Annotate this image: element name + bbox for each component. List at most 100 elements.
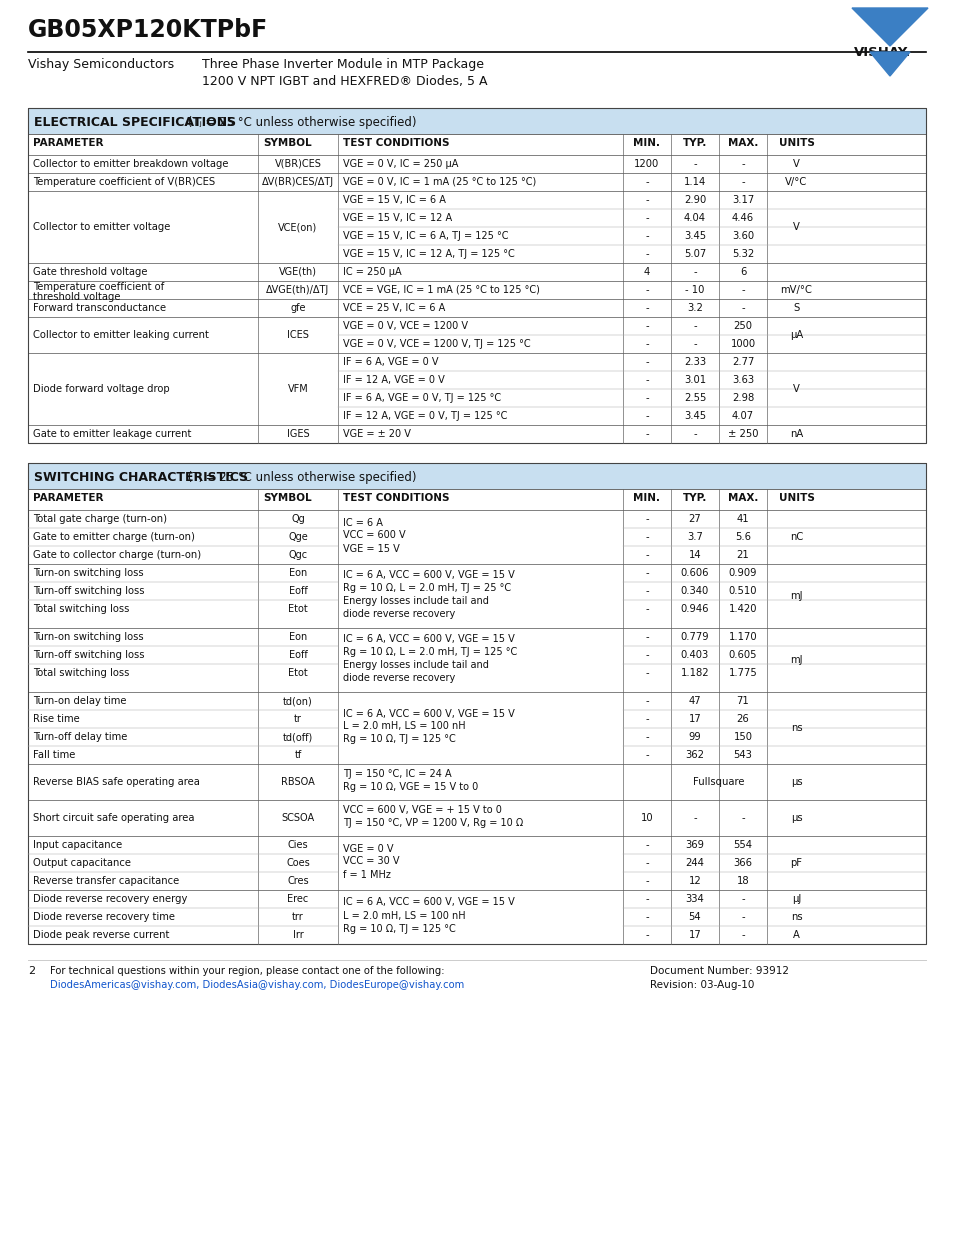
Text: ns: ns xyxy=(790,911,801,923)
Text: SYMBOL: SYMBOL xyxy=(263,493,312,503)
Text: ELECTRICAL SPECIFICATIONS: ELECTRICAL SPECIFICATIONS xyxy=(34,116,236,128)
Text: SWITCHING CHARACTERISTICS: SWITCHING CHARACTERISTICS xyxy=(34,471,248,484)
Text: 12: 12 xyxy=(688,876,700,885)
Text: ICES: ICES xyxy=(287,330,309,340)
Text: Gate to collector charge (turn-on): Gate to collector charge (turn-on) xyxy=(33,550,201,559)
Text: tr: tr xyxy=(294,714,301,724)
Text: SCSOA: SCSOA xyxy=(281,813,314,823)
Text: A: A xyxy=(792,930,800,940)
Text: nC: nC xyxy=(789,532,802,542)
Text: 0.340: 0.340 xyxy=(680,585,708,597)
Text: td(on): td(on) xyxy=(283,697,313,706)
Text: PARAMETER: PARAMETER xyxy=(33,138,103,148)
Text: RBSOA: RBSOA xyxy=(281,777,314,787)
Text: 244: 244 xyxy=(685,858,703,868)
Text: VCC = 600 V, VGE = + 15 V to 0: VCC = 600 V, VGE = + 15 V to 0 xyxy=(343,805,501,815)
Text: 4.07: 4.07 xyxy=(731,411,753,421)
Text: Rg = 10 Ω, TJ = 125 °C: Rg = 10 Ω, TJ = 125 °C xyxy=(343,924,456,934)
Text: Revision: 03-Aug-10: Revision: 03-Aug-10 xyxy=(649,981,754,990)
Text: -: - xyxy=(740,285,744,295)
Text: IGES: IGES xyxy=(287,429,309,438)
Text: -: - xyxy=(644,321,648,331)
Text: Reverse BIAS safe operating area: Reverse BIAS safe operating area xyxy=(33,777,200,787)
Text: 1.170: 1.170 xyxy=(728,632,757,642)
Text: -: - xyxy=(644,375,648,385)
Text: 0.510: 0.510 xyxy=(728,585,757,597)
Text: 2: 2 xyxy=(28,966,35,976)
Text: Turn-on switching loss: Turn-on switching loss xyxy=(33,632,144,642)
Text: -: - xyxy=(693,267,696,277)
Text: Eoff: Eoff xyxy=(289,585,307,597)
Text: 4: 4 xyxy=(643,267,649,277)
Text: Qge: Qge xyxy=(288,532,308,542)
Bar xyxy=(28,463,925,489)
Text: -: - xyxy=(693,159,696,169)
Text: PARAMETER: PARAMETER xyxy=(33,493,103,503)
Text: Energy losses include tail and: Energy losses include tail and xyxy=(343,659,488,671)
Text: VCC = 600 V: VCC = 600 V xyxy=(343,531,405,541)
Text: -: - xyxy=(644,303,648,312)
Text: ± 250: ± 250 xyxy=(727,429,758,438)
Text: 47: 47 xyxy=(688,697,700,706)
Text: 14: 14 xyxy=(688,550,700,559)
Text: -: - xyxy=(644,550,648,559)
Text: IC = 6 A, VCC = 600 V, VGE = 15 V: IC = 6 A, VCC = 600 V, VGE = 15 V xyxy=(343,898,515,908)
Text: 1.420: 1.420 xyxy=(728,604,757,614)
Text: 2.33: 2.33 xyxy=(683,357,705,367)
Text: -: - xyxy=(644,714,648,724)
Text: Diode reverse recovery energy: Diode reverse recovery energy xyxy=(33,894,187,904)
Text: Turn-on delay time: Turn-on delay time xyxy=(33,697,127,706)
Text: Turn-on switching loss: Turn-on switching loss xyxy=(33,568,144,578)
Text: -: - xyxy=(740,159,744,169)
Text: -: - xyxy=(644,393,648,403)
Text: 1.775: 1.775 xyxy=(728,668,757,678)
Text: VGE = 0 V, IC = 1 mA (25 °C to 125 °C): VGE = 0 V, IC = 1 mA (25 °C to 125 °C) xyxy=(343,177,536,186)
Text: -: - xyxy=(740,303,744,312)
Text: tf: tf xyxy=(294,750,301,760)
Text: IF = 6 A, VGE = 0 V: IF = 6 A, VGE = 0 V xyxy=(343,357,438,367)
Text: VGE(th): VGE(th) xyxy=(278,267,316,277)
Text: trr: trr xyxy=(292,911,304,923)
Text: -: - xyxy=(644,285,648,295)
Text: 2.90: 2.90 xyxy=(683,195,705,205)
Text: TJ = 150 °C, IC = 24 A: TJ = 150 °C, IC = 24 A xyxy=(343,769,451,779)
Text: Eon: Eon xyxy=(289,568,307,578)
Text: Collector to emitter breakdown voltage: Collector to emitter breakdown voltage xyxy=(33,159,229,169)
Bar xyxy=(28,156,925,173)
Text: 543: 543 xyxy=(733,750,752,760)
Text: Etot: Etot xyxy=(288,604,308,614)
Text: S: S xyxy=(793,303,799,312)
Text: (Tⱼ = 25 °C unless otherwise specified): (Tⱼ = 25 °C unless otherwise specified) xyxy=(184,116,416,128)
Text: 1200 V NPT IGBT and HEXFRED® Diodes, 5 A: 1200 V NPT IGBT and HEXFRED® Diodes, 5 A xyxy=(202,75,487,88)
Text: -: - xyxy=(644,650,648,659)
Text: td(off): td(off) xyxy=(283,732,313,742)
Text: -: - xyxy=(740,177,744,186)
Text: Forward transconductance: Forward transconductance xyxy=(33,303,166,312)
Text: Qgc: Qgc xyxy=(288,550,307,559)
Text: -: - xyxy=(644,195,648,205)
Text: pF: pF xyxy=(790,858,801,868)
Text: 3.63: 3.63 xyxy=(731,375,753,385)
Text: 21: 21 xyxy=(736,550,749,559)
Text: Fullsquare: Fullsquare xyxy=(693,777,744,787)
Text: -: - xyxy=(644,338,648,350)
Bar xyxy=(28,135,925,156)
Text: -: - xyxy=(644,249,648,259)
Text: Irr: Irr xyxy=(293,930,303,940)
Text: 3.45: 3.45 xyxy=(683,411,705,421)
Text: gfe: gfe xyxy=(290,303,305,312)
Text: MIN.: MIN. xyxy=(633,493,659,503)
Text: Cies: Cies xyxy=(288,840,308,850)
Text: IF = 6 A, VGE = 0 V, TJ = 125 °C: IF = 6 A, VGE = 0 V, TJ = 125 °C xyxy=(343,393,500,403)
Text: TYP.: TYP. xyxy=(682,493,706,503)
Text: V(BR)CES: V(BR)CES xyxy=(274,159,321,169)
Text: 3.7: 3.7 xyxy=(686,532,702,542)
Text: Rise time: Rise time xyxy=(33,714,80,724)
Text: VGE = 0 V: VGE = 0 V xyxy=(343,844,393,853)
Text: Eon: Eon xyxy=(289,632,307,642)
Text: 4.04: 4.04 xyxy=(683,212,705,224)
Text: VCE = 25 V, IC = 6 A: VCE = 25 V, IC = 6 A xyxy=(343,303,445,312)
Text: -: - xyxy=(644,911,648,923)
Text: VGE = 0 V, VCE = 1200 V, TJ = 125 °C: VGE = 0 V, VCE = 1200 V, TJ = 125 °C xyxy=(343,338,530,350)
Text: MIN.: MIN. xyxy=(633,138,659,148)
